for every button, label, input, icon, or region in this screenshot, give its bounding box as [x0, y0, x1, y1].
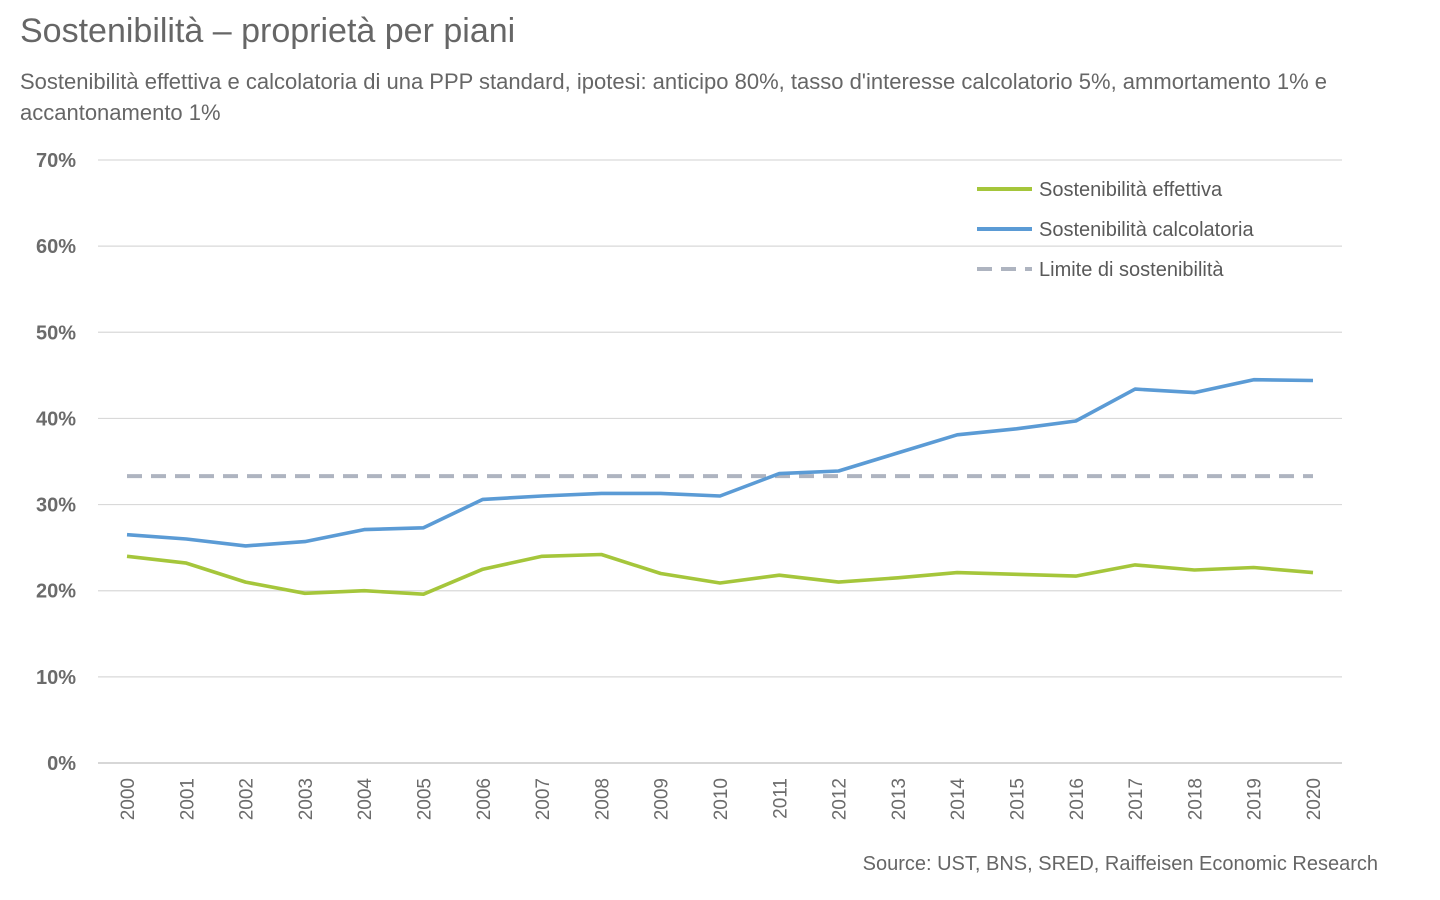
x-tick-label: 2009 — [652, 778, 673, 820]
source-note: Source: UST, BNS, SRED, Raiffeisen Econo… — [862, 853, 1378, 875]
x-tick-label: 2011 — [770, 778, 791, 819]
x-tick-label: 2017 — [1126, 778, 1147, 820]
y-tick-label: 70% — [36, 150, 76, 172]
legend: Sostenibilità effettiva Sostenibilità cal… — [977, 179, 1254, 281]
x-tick-label: 2008 — [592, 778, 613, 820]
x-tick-label: 2004 — [355, 778, 376, 821]
x-axis: 2000 2001 2002 2003 2004 2005 2006 2007 2008 2009… — [118, 778, 1325, 821]
gridlines — [98, 159, 1342, 764]
x-tick-label: 2002 — [237, 778, 258, 820]
x-tick-label: 2005 — [415, 778, 436, 820]
legend-label: Sostenibilità effettiva — [1039, 179, 1223, 201]
x-tick-label: 2014 — [948, 778, 969, 821]
x-tick-label: 2013 — [889, 778, 910, 820]
x-tick-label: 2001 — [177, 778, 198, 820]
x-tick-label: 2020 — [1304, 778, 1325, 820]
x-tick-label: 2006 — [474, 778, 495, 820]
legend-label: Sostenibilità calcolatoria — [1039, 219, 1254, 241]
series-line — [126, 552, 1314, 597]
y-tick-label: 0% — [47, 753, 76, 775]
x-tick-label: 2003 — [296, 778, 317, 820]
y-tick-label: 60% — [36, 236, 76, 258]
x-tick-label: 2015 — [1008, 778, 1029, 820]
series-line — [126, 377, 1314, 548]
y-tick-label: 40% — [36, 408, 76, 430]
x-tick-label: 2010 — [711, 778, 732, 820]
legend-label: Limite di sostenibilità — [1039, 259, 1224, 281]
x-tick-label: 2012 — [830, 778, 851, 820]
y-tick-label: 10% — [36, 667, 76, 689]
chart-subtitle: Sostenibilità effettiva e calcolatoria d… — [20, 69, 1328, 125]
y-tick-label: 30% — [36, 495, 76, 517]
y-tick-label: 50% — [36, 322, 76, 344]
x-tick-label: 2018 — [1185, 778, 1206, 820]
x-tick-label: 2016 — [1067, 778, 1088, 820]
y-axis: 0% 10% 20% 30% 40% 50% 60% 70% — [36, 150, 76, 775]
x-tick-label: 2019 — [1245, 778, 1266, 820]
x-tick-label: 2000 — [118, 778, 139, 820]
chart-title: Sostenibilità – proprietà per piani — [20, 12, 516, 50]
series-lines — [126, 377, 1314, 597]
y-tick-label: 20% — [36, 581, 76, 603]
x-tick-label: 2007 — [533, 778, 554, 820]
